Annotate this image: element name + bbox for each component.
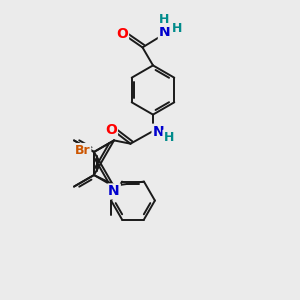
Text: H: H [172, 22, 182, 35]
Text: H: H [164, 130, 174, 144]
Text: O: O [105, 123, 117, 136]
Text: H: H [159, 13, 169, 26]
Text: N: N [153, 125, 164, 139]
Text: N: N [108, 184, 120, 198]
Text: N: N [159, 26, 170, 39]
Text: Br: Br [75, 144, 90, 157]
Text: O: O [116, 27, 128, 41]
